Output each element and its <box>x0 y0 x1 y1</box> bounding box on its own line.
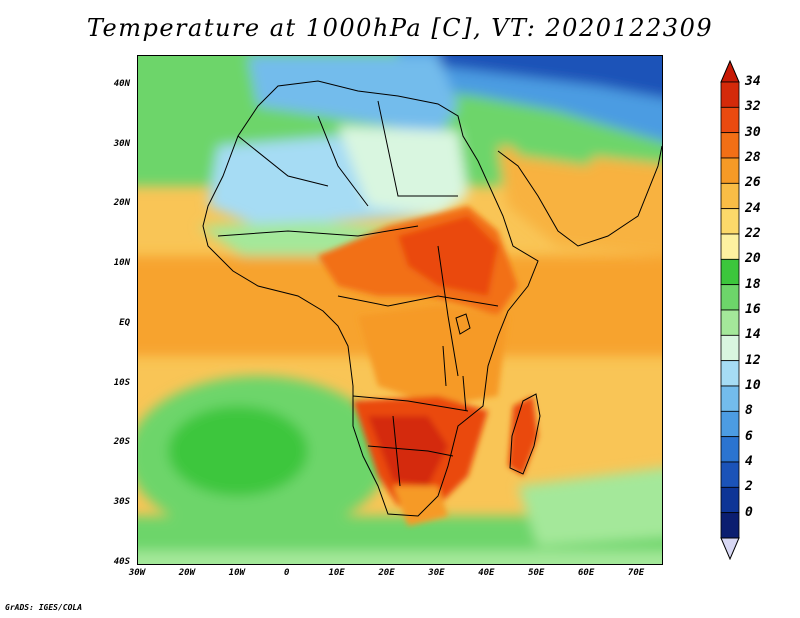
colorbar-label: 10 <box>745 378 761 393</box>
colorbar-swatch <box>720 360 740 387</box>
field-northeast-deep <box>438 56 662 98</box>
lat-tick-label: EQ <box>119 317 130 328</box>
colorbar-swatch <box>720 461 740 488</box>
colorbar-label: 14 <box>745 327 761 343</box>
lat-tick-label: 30N <box>113 138 130 149</box>
lat-tick-label: 40S <box>113 557 130 567</box>
colorbar-swatch <box>720 284 740 311</box>
colorbar-label: 28 <box>745 150 761 165</box>
border-central <box>337 295 499 307</box>
colorbar-swatch <box>720 512 740 539</box>
colorbar-top-arrow <box>720 60 740 83</box>
lon-tick-label: 20E <box>378 568 395 578</box>
lon-tick-label: 30W <box>128 568 146 578</box>
colorbar <box>720 60 740 560</box>
lon-tick-label: 20W <box>178 568 196 578</box>
lon-tick-label: 10E <box>328 568 345 578</box>
colorbar-label: 26 <box>745 175 761 191</box>
field-sahara-pale <box>338 126 468 216</box>
border-north-2 <box>317 115 369 207</box>
africa-coastline <box>202 80 539 517</box>
lon-tick-label: 40E <box>478 568 495 578</box>
colorbar-swatch <box>720 157 740 184</box>
colorbar-swatch <box>720 436 740 463</box>
field-indian-ocean-cool <box>518 468 662 546</box>
arabia-coast <box>497 145 662 247</box>
field-mediterranean <box>248 56 458 136</box>
colorbar-label: 0 <box>745 504 753 520</box>
border-south-1 <box>352 395 469 412</box>
colorbar-label: 8 <box>745 403 753 419</box>
colorbar-label: 16 <box>745 302 761 317</box>
colorbar-bottom-arrow <box>720 537 740 560</box>
border-north-3 <box>377 100 458 197</box>
colorbar-label: 18 <box>745 276 761 292</box>
field-cape-warm <box>393 486 448 526</box>
map-panel <box>137 55 663 565</box>
field-southern-core <box>368 416 448 486</box>
border-south-3 <box>392 415 401 487</box>
colorbar-swatch <box>720 258 740 286</box>
map-title: Temperature at 1000hPa [C], VT: 20201223… <box>86 14 714 42</box>
colorbar-label: 22 <box>745 226 761 241</box>
border-sahel <box>217 225 419 237</box>
colorbar-label: 24 <box>745 200 761 216</box>
madagascar-coast <box>509 393 541 475</box>
border-east <box>437 245 459 377</box>
colorbar-swatch <box>720 486 740 514</box>
lat-tick-label: 40N <box>113 78 130 89</box>
colorbar-swatch <box>720 385 740 412</box>
border-north-1 <box>237 135 329 187</box>
colorbar-swatch <box>720 208 740 235</box>
colorbar-swatch <box>720 233 740 260</box>
lake-malawi <box>462 375 467 412</box>
lake-victoria <box>455 313 471 335</box>
lat-tick-label: 30S <box>113 497 130 508</box>
field-arabia-green <box>498 116 608 166</box>
colorbar-label: 32 <box>745 99 761 115</box>
colorbar-swatch <box>720 81 740 108</box>
colorbar-swatch <box>720 182 740 210</box>
field-south-atlantic-core <box>168 406 308 496</box>
colorbar-swatch <box>720 334 740 362</box>
colorbar-label: 20 <box>745 251 761 267</box>
colorbar-label: 34 <box>745 74 761 89</box>
lat-tick-label: 20S <box>113 437 130 448</box>
lon-tick-label: 10W <box>228 568 245 578</box>
field-sahel-core <box>398 216 498 296</box>
colorbar-swatch <box>720 132 740 159</box>
temperature-map <box>138 56 662 564</box>
lon-tick-label: 60E <box>578 568 595 578</box>
colorbar-label: 6 <box>745 428 753 444</box>
colorbar-label: 12 <box>745 352 761 368</box>
colorbar-swatch <box>720 410 740 438</box>
field-east-africa-orange <box>358 306 508 406</box>
lon-tick-label: 50E <box>528 568 545 578</box>
colorbar-label: 4 <box>745 454 753 469</box>
lat-tick-label: 10S <box>113 377 130 388</box>
credit-text: GrADS: IGES/COLA <box>5 603 83 612</box>
lake-tanganyika <box>442 345 447 387</box>
colorbar-swatch <box>720 309 740 336</box>
border-south-2 <box>367 445 454 457</box>
lat-tick-label: 10N <box>113 258 130 269</box>
lon-tick-label: 0 <box>283 568 290 578</box>
lon-tick-label: 30E <box>428 568 445 578</box>
field-far-south <box>138 551 662 564</box>
colorbar-label: 30 <box>745 124 761 140</box>
lat-tick-label: 20N <box>113 198 130 209</box>
colorbar-label: 2 <box>745 479 753 495</box>
colorbar-swatch <box>720 106 740 134</box>
lon-tick-label: 70E <box>627 568 645 578</box>
